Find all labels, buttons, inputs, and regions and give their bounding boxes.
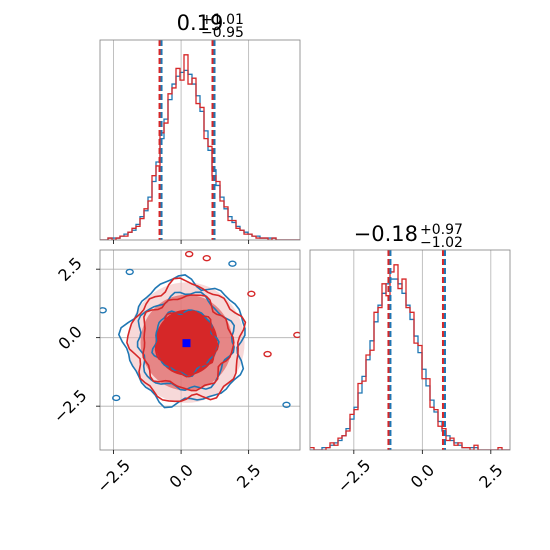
hist-panel-1-background <box>100 40 300 240</box>
hist-panel-2-frame <box>309 249 511 451</box>
contour-y-tick-label: −2.5 <box>50 386 91 427</box>
hist-panel-1-frame <box>99 39 301 241</box>
hist-panel-2-x-tick-label: −2.5 <box>333 456 374 497</box>
contour-x-tick-label: 2.5 <box>233 460 264 491</box>
contour-panel-marker <box>182 339 191 348</box>
hist-panel-1-title: 0.19 <box>177 11 224 35</box>
contour-panel: −2.5 0.0 2.5 −2.5 0.0 2.5 <box>50 249 301 497</box>
contour-line-series_a-3 <box>117 274 246 409</box>
contour-panel-levels <box>100 250 300 409</box>
hist-panel-2-title-median: −0.18 <box>354 222 418 246</box>
contour-island <box>100 307 107 314</box>
hist-panel-1-ticks <box>113 240 250 244</box>
contour-line-series_a-2 <box>136 291 236 392</box>
contour-line-series_a-1 <box>151 309 220 378</box>
hist-panel-1: 0.19 +1.01 −0.95 <box>99 11 301 244</box>
hist-panel-2-x-tick-label: 2.5 <box>475 460 506 491</box>
contour-x-tick-label: −2.5 <box>93 456 134 497</box>
hist-panel-2-series-2-step <box>310 264 510 450</box>
contour-line-series_b-6 <box>126 277 247 403</box>
contour-line-series_b-4 <box>154 310 219 378</box>
hist-panel-2-background <box>310 250 510 450</box>
hist-panel-2-title-plus: +0.97 <box>420 222 463 238</box>
contour-y-tick-label: 2.5 <box>54 254 85 285</box>
contour-island <box>263 350 272 358</box>
contour-island <box>247 290 256 298</box>
hist-panel-1-series-2-step <box>100 54 300 240</box>
contour-panel-frame <box>99 249 301 451</box>
hist-panel-2-x-tick-label: 0.0 <box>407 460 438 491</box>
contour-y-tick-label: 0.0 <box>54 322 85 353</box>
hist-panel-2-quantiles <box>387 250 446 450</box>
hist-panel-2-ticks: −2.5 0.0 2.5 <box>333 450 507 497</box>
hist-panel-1-title-median: 0.19 <box>177 11 224 35</box>
hist-panel-1-title-minus: −0.95 <box>201 25 244 41</box>
contour-island <box>293 331 300 339</box>
contour-island <box>228 260 237 267</box>
hist-panel-1-title-plus: +1.01 <box>201 12 244 28</box>
truth-marker <box>182 339 191 348</box>
contour-island <box>282 401 291 408</box>
contour-x-tick-label: 0.0 <box>165 460 196 491</box>
hist-panel-2-series <box>310 264 510 450</box>
hist-panel-2-title-minus: −1.02 <box>420 235 463 251</box>
contour-island <box>112 394 121 402</box>
hist-panel-2: −2.5 0.0 2.5 −0.18 +0.97 −1.02 <box>309 222 511 497</box>
hist-panel-1-series <box>100 54 300 240</box>
contour-island <box>184 250 194 258</box>
contour-island <box>202 255 211 262</box>
hist-panel-1-grid <box>113 40 250 240</box>
hist-panel-1-quantiles <box>158 40 216 240</box>
contour-island <box>125 268 134 276</box>
contour-line-series_b-5 <box>142 294 235 392</box>
